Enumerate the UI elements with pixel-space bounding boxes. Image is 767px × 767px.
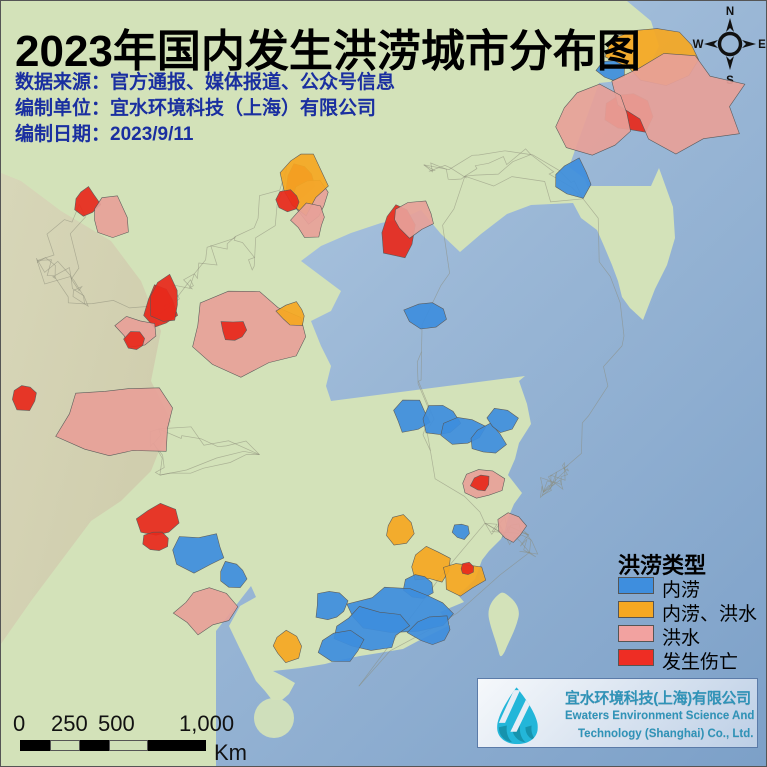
svg-text:W: W xyxy=(693,39,704,51)
svg-text:E: E xyxy=(758,39,766,51)
svg-text:N: N xyxy=(726,6,734,18)
